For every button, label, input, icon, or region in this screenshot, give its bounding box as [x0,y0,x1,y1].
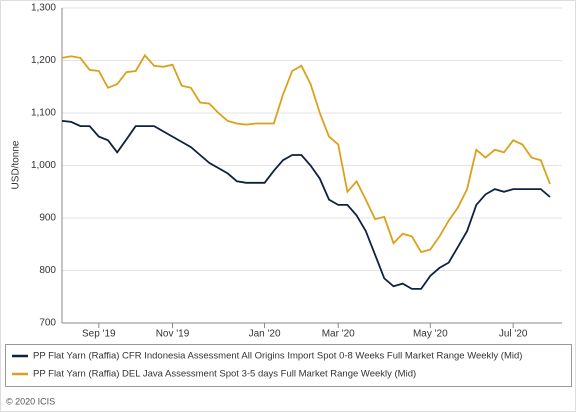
y-tick-label: 1,200 [31,55,56,66]
x-tick-label: Jan '20 [249,329,281,340]
x-tick-label: Nov '19 [156,329,190,340]
y-tick-label: 1,000 [31,160,56,171]
y-tick-label: 900 [39,213,56,224]
y-tick-label: 1,300 [31,3,56,14]
x-tick-label: May '20 [413,329,448,340]
y-tick-label: 700 [39,318,56,329]
y-tick-label: 1,100 [31,108,56,119]
x-tick-label: Sep '19 [82,329,116,340]
series-line [61,120,551,290]
x-tick-label: Jul '20 [499,329,528,340]
series-line [61,53,551,254]
legend-label: PP Flat Yarn (Raffia) CFR Indonesia Asse… [33,351,522,362]
legend-box [5,344,572,387]
legend-label: PP Flat Yarn (Raffia) DEL Java Assessmen… [33,369,416,380]
x-tick-label: Mar '20 [322,329,355,340]
y-axis-label: USD/tonne [11,140,22,189]
footer: © 2020 ICIS [6,396,55,406]
y-tick-label: 800 [39,265,56,276]
